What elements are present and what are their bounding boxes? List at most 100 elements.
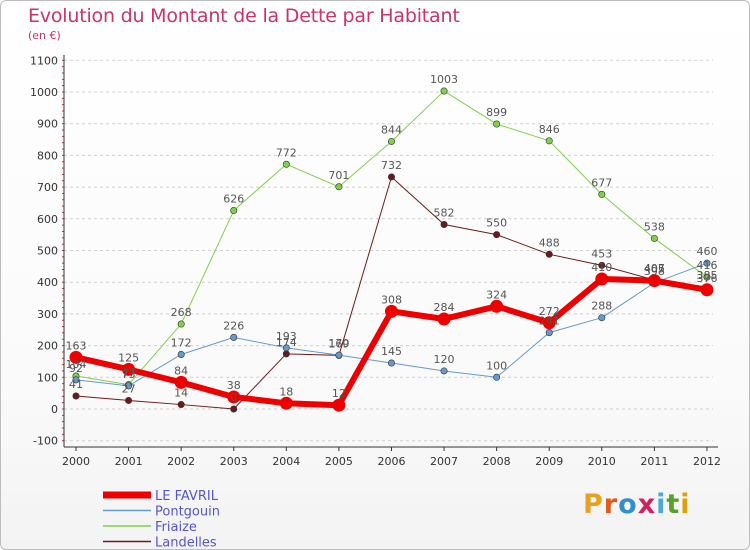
x-tick-label: 2003 [220,455,248,468]
data-label-landelles: 41 [69,378,83,391]
data-label-friaize: 626 [223,193,244,206]
data-point-landelles [493,231,501,239]
data-label-friaize: 416 [696,259,717,272]
data-point-friaize [177,320,185,328]
data-label-le-favril: 272 [539,305,560,318]
data-label-landelles: 385 [696,269,717,282]
x-tick-label: 2005 [325,455,353,468]
data-label-friaize: 899 [486,106,507,119]
y-tick-label: 800 [37,149,58,162]
data-label-friaize: 104 [66,358,87,371]
chart-title: Evolution du Montant de la Dette par Hab… [28,5,460,27]
y-tick-label: 1100 [30,54,58,67]
data-point-pontgouin [387,359,395,367]
data-label-le-favril: 38 [227,379,241,392]
data-point-le-favril [69,350,83,364]
x-tick-label: 2011 [640,455,668,468]
data-label-landelles: 27 [122,382,136,395]
data-point-pontgouin [125,382,133,390]
data-label-landelles: 732 [381,159,402,172]
data-point-le-favril [542,316,556,330]
data-label-pontgouin: 170 [328,337,349,350]
data-label-pontgouin: 120 [434,353,455,366]
legend-label-landelles: Landelles [155,536,217,550]
logo-letter: t [666,489,681,520]
x-tick-label: 2002 [167,455,195,468]
data-label-pontgouin: 145 [381,345,402,358]
data-point-pontgouin [440,367,448,375]
data-label-friaize: 268 [171,306,192,319]
legend-label-le-favril: LE FAVRIL [155,489,219,504]
data-point-friaize [335,183,343,191]
data-point-pontgouin [703,259,711,267]
data-point-landelles [282,350,290,358]
y-tick-label: 1000 [30,86,58,99]
data-point-le-favril [384,304,398,318]
legend-label-friaize: Friaize [155,520,197,535]
data-point-friaize [230,207,238,215]
logo-letter: P [583,489,604,520]
data-label-pontgouin: 193 [276,330,297,343]
data-point-landelles [387,173,395,181]
y-tick-label: 900 [37,118,58,131]
data-label-landelles: 0 [230,391,237,404]
data-point-friaize [703,273,711,281]
data-label-landelles: 169 [328,337,349,350]
data-label-pontgouin: 92 [69,362,83,375]
logo-letter: x [637,489,657,520]
data-label-friaize: 77 [122,367,136,380]
data-point-le-favril [700,283,714,297]
data-label-pontgouin: 241 [539,315,560,328]
data-point-le-favril [279,396,293,410]
data-point-le-favril [332,398,346,412]
y-tick-label: 300 [37,308,58,321]
data-label-friaize: 844 [381,123,402,136]
logo-letter: r [603,489,619,520]
data-label-le-favril: 18 [279,385,293,398]
x-tick-label: 2004 [272,455,300,468]
data-label-landelles: 174 [276,336,297,349]
data-label-le-favril: 84 [174,364,188,377]
data-point-le-favril [437,312,451,326]
y-tick-label: 700 [37,181,58,194]
x-tick-label: 2006 [377,455,405,468]
data-point-friaize [650,234,658,242]
data-label-landelles: 453 [591,247,612,260]
data-label-friaize: 772 [276,146,297,159]
data-label-le-favril: 324 [486,288,507,301]
x-tick-label: 2000 [62,455,90,468]
data-label-landelles: 488 [539,236,560,249]
logo-letter: i [656,489,667,520]
data-label-pontgouin: 172 [171,336,192,349]
data-point-landelles [177,401,185,409]
data-point-friaize [545,137,553,145]
data-point-pontgouin [72,376,80,384]
data-point-landelles [125,396,133,404]
x-tick-label: 2001 [115,455,143,468]
y-tick-label: 0 [51,403,58,416]
y-tick-label: -100 [33,435,58,448]
data-label-le-favril: 410 [591,261,612,274]
data-point-landelles [230,405,238,413]
data-label-pontgouin: 226 [223,319,244,332]
data-label-pontgouin: 100 [486,359,507,372]
data-point-friaize [493,120,501,128]
y-tick-label: 400 [37,276,58,289]
legend-label-pontgouin: Pontgouin [155,505,220,520]
data-point-landelles [545,250,553,258]
data-label-friaize: 1003 [430,73,458,86]
data-point-pontgouin [282,344,290,352]
data-point-le-favril [227,390,241,404]
data-label-pontgouin: 398 [644,265,665,278]
x-tick-label: 2008 [483,455,511,468]
data-label-pontgouin: 460 [696,245,717,258]
data-point-landelles [598,261,606,269]
x-tick-label: 2012 [693,455,721,468]
data-label-landelles: 407 [644,262,665,275]
data-point-landelles [72,392,80,400]
data-label-le-favril: 125 [118,351,139,364]
logo-letter: o [618,489,638,520]
proxiti-logo: Proxiti [583,489,691,520]
x-tick-label: 2010 [588,455,616,468]
data-label-friaize: 538 [644,220,665,233]
